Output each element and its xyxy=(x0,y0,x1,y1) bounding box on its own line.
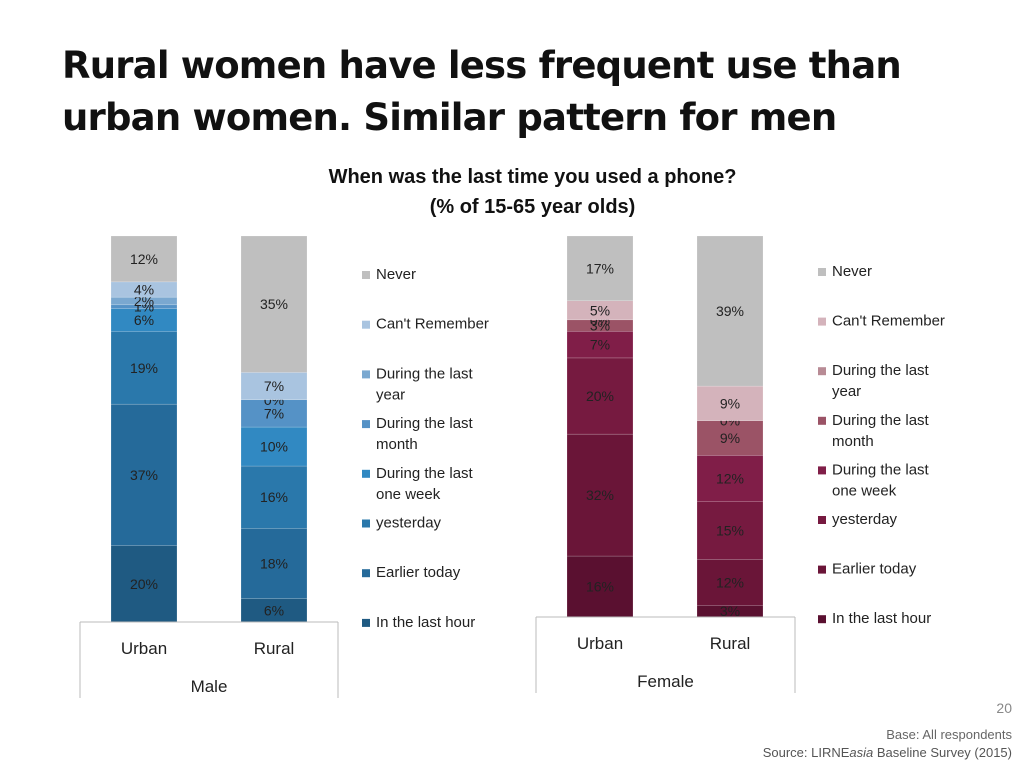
legend-swatch-female-6 xyxy=(818,516,826,524)
bar-segment-female-rural-7 xyxy=(696,385,764,421)
data-label-female-urban-5: 3% xyxy=(590,318,610,334)
data-label-female-rural-2: 12% xyxy=(716,574,744,590)
legend-label-female-3: During the last year xyxy=(832,362,930,400)
data-label-female-rural-1: 3% xyxy=(720,603,740,619)
legend-swatch-male-2 xyxy=(362,320,370,329)
legend-swatch-female-2 xyxy=(818,317,826,326)
legend-label-female-6: yesterday xyxy=(832,511,898,528)
legend-label-male-4: During the last month xyxy=(376,415,474,453)
data-label-female-urban-3: 20% xyxy=(586,388,614,404)
bar-segment-male-urban-2 xyxy=(110,403,178,546)
data-label-male-rural-1: 6% xyxy=(264,602,284,618)
chart-heading: When was the last time you used a phone?… xyxy=(300,162,765,222)
bar-segment-female-urban-2 xyxy=(566,433,634,557)
slide-title-line-2: urban women. Similar pattern for men xyxy=(62,96,837,139)
legend-swatch-male-1 xyxy=(362,271,370,279)
data-label-male-rural-5: 7% xyxy=(264,405,284,421)
data-label-male-rural-2: 18% xyxy=(260,556,288,572)
bar-segment-male-rural-4 xyxy=(240,426,308,467)
bar-segment-female-urban-1 xyxy=(566,555,634,618)
source-note: Source: LIRNEasia Baseline Survey (2015) xyxy=(763,745,1012,760)
legend-swatch-female-1 xyxy=(818,268,826,276)
legend-label-female-7: Earlier today xyxy=(832,561,917,578)
legend-swatch-male-7 xyxy=(362,569,370,578)
bar-segment-female-urban-3 xyxy=(566,357,634,435)
data-label-female-rural-4: 12% xyxy=(716,470,744,486)
slide-title-line-1: Rural women have less frequent use than xyxy=(62,44,902,87)
bar-segment-female-rural-8 xyxy=(696,235,764,387)
source-prefix: Source: LIRNE xyxy=(762,745,850,760)
bar-segment-female-rural-3 xyxy=(696,501,764,560)
data-label-male-urban-7: 4% xyxy=(134,282,154,298)
data-label-male-rural-4: 10% xyxy=(260,439,288,455)
legend-label-male-5: During the last one week xyxy=(376,465,474,503)
data-label-male-rural-7: 7% xyxy=(264,378,284,394)
legend-label-male-1: Never xyxy=(376,266,416,283)
bar-segment-male-rural-3 xyxy=(240,465,308,529)
page-number: 20 xyxy=(996,700,1012,716)
legend-label-female-2: Can't Remember xyxy=(832,313,945,330)
legend-label-female-1: Never xyxy=(832,263,872,280)
legend-label-female-8: In the last hour xyxy=(832,610,931,627)
data-label-female-rural-8: 39% xyxy=(716,303,744,319)
data-label-female-urban-7: 5% xyxy=(590,302,610,318)
legend-swatch-male-5 xyxy=(362,469,370,478)
legend-swatch-female-3 xyxy=(818,367,826,376)
legend-swatch-female-4 xyxy=(818,416,826,425)
legend-label-male-2: Can't Remember xyxy=(376,316,489,333)
legend-label-male-3: During the last year xyxy=(376,365,474,403)
legend-label-male-8: In the last hour xyxy=(376,614,475,631)
legend-label-female-4: During the last month xyxy=(832,412,930,450)
category-label-male-rural: Rural xyxy=(254,639,295,658)
chart-subtitle: (% of 15-65 year olds) xyxy=(429,196,636,218)
bar-segment-female-urban-5 xyxy=(566,319,634,332)
bar-segment-female-rural-4 xyxy=(696,455,764,502)
bar-segment-male-rural-5 xyxy=(240,399,308,428)
legend-swatch-male-3 xyxy=(362,370,370,379)
data-label-female-rural-3: 15% xyxy=(716,522,744,538)
data-label-male-urban-4: 6% xyxy=(134,312,154,328)
group-label-female: Female xyxy=(637,672,694,691)
legend-swatch-female-7 xyxy=(818,565,826,574)
data-label-female-urban-4: 7% xyxy=(590,337,610,353)
data-label-female-rural-7: 9% xyxy=(720,395,740,411)
category-label-female-rural: Rural xyxy=(710,634,751,653)
data-label-female-urban-8: 17% xyxy=(586,260,614,276)
legend-swatch-female-5 xyxy=(818,466,826,475)
bar-segment-female-urban-4 xyxy=(566,331,634,359)
chart-title: When was the last time you used a phone? xyxy=(328,166,737,188)
bar-segment-male-rural-2 xyxy=(240,528,308,599)
bar-segment-male-rural-7 xyxy=(240,372,308,401)
data-label-female-urban-1: 16% xyxy=(586,579,614,595)
bar-segment-female-rural-2 xyxy=(696,559,764,606)
category-label-female-urban: Urban xyxy=(577,634,623,653)
data-label-female-rural-5: 9% xyxy=(720,430,740,446)
data-label-male-rural-3: 16% xyxy=(260,489,288,505)
data-label-female-urban-2: 32% xyxy=(586,487,614,503)
legend-label-female-5: During the last one week xyxy=(832,461,930,499)
bar-segment-male-urban-8 xyxy=(110,235,178,283)
slide-title: Rural women have less frequent use than … xyxy=(62,40,962,144)
data-label-male-urban-8: 12% xyxy=(130,251,158,267)
group-label-male: Male xyxy=(191,677,228,696)
data-label-male-urban-3: 19% xyxy=(130,360,158,376)
legend-swatch-male-8 xyxy=(362,618,370,627)
base-note: Base: All respondents xyxy=(886,727,1012,742)
legend-swatch-male-4 xyxy=(362,420,370,429)
legend-label-male-7: Earlier today xyxy=(376,564,461,581)
source-brand-italic: asia xyxy=(849,745,874,760)
bar-segment-male-urban-1 xyxy=(110,545,178,623)
category-label-male-urban: Urban xyxy=(121,639,167,658)
bar-segment-male-rural-8 xyxy=(240,235,308,373)
data-label-male-rural-8: 35% xyxy=(260,296,288,312)
bar-segment-female-rural-5 xyxy=(696,420,764,456)
legend-swatch-female-8 xyxy=(818,615,826,624)
legend-label-male-6: yesterday xyxy=(376,515,442,532)
bar-segment-female-urban-8 xyxy=(566,235,634,302)
data-label-male-urban-1: 20% xyxy=(130,576,158,592)
data-label-male-urban-2: 37% xyxy=(130,467,158,483)
source-suffix: Baseline Survey (2015) xyxy=(873,745,1012,760)
legend-swatch-male-6 xyxy=(362,519,370,528)
